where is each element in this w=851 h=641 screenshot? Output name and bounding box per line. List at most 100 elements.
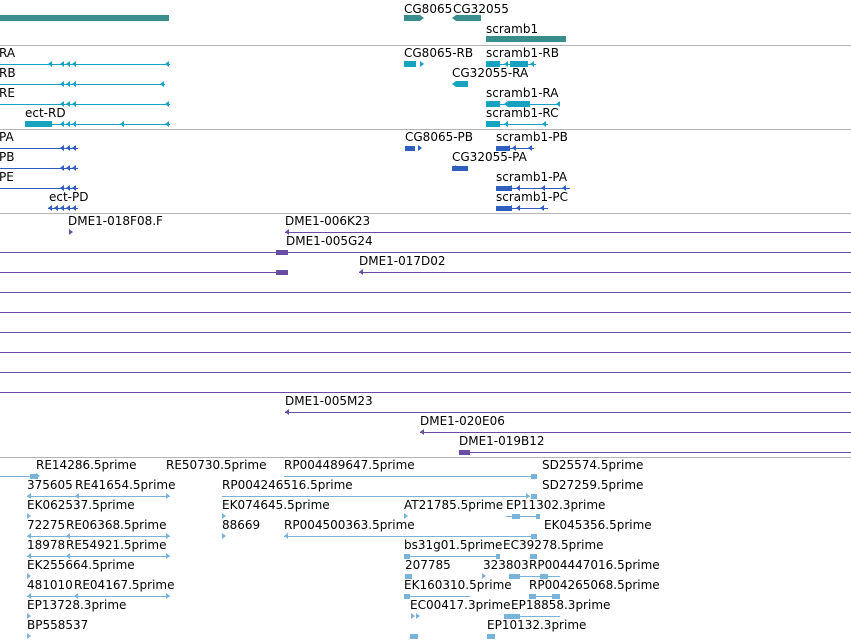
strand-arrow[interactable] [404,513,408,519]
strand-arrow[interactable] [72,205,76,211]
strand-arrow[interactable] [222,513,226,519]
est-label[interactable]: EK045356.5prime [544,518,652,532]
feature-block[interactable] [452,166,468,171]
strand-arrow[interactable] [72,145,76,151]
est-label[interactable]: RE54921.5prime [66,538,167,552]
clone-label[interactable]: DME1-017D02 [359,254,446,268]
strand-arrow[interactable] [452,165,456,171]
strand-arrow[interactable] [48,205,52,211]
est-label[interactable]: EK074645.5prime [222,498,330,512]
feature-block[interactable] [410,634,418,639]
strand-arrow[interactable] [66,145,70,151]
clone-label[interactable]: DME1-020E06 [420,414,505,428]
strand-arrow[interactable] [72,185,76,191]
strand-arrow[interactable] [165,61,169,67]
strand-arrow[interactable] [74,593,78,599]
transcript-label[interactable]: ect-RD [25,106,66,120]
feature-block[interactable] [486,36,566,42]
est-label[interactable]: SD25574.5prime [542,458,644,472]
strand-arrow[interactable] [66,81,70,87]
strand-arrow[interactable] [528,145,532,151]
feature-block[interactable] [405,574,412,579]
strand-arrow[interactable] [120,121,124,127]
strand-arrow[interactable] [27,633,31,639]
est-label[interactable]: SD27259.5prime [542,478,644,492]
feature-block[interactable] [456,81,468,87]
clone-label[interactable]: DME1-005M23 [285,394,373,408]
est-label[interactable]: EP18858.3prime [511,598,611,612]
transcript-label[interactable]: CG8065-RB [404,46,474,60]
strand-arrow[interactable] [420,429,424,435]
est-label[interactable]: RP004500363.5prime [284,518,415,532]
strand-arrow[interactable] [542,121,546,127]
feature-block[interactable] [276,250,288,255]
gene-label[interactable]: CG32055 [453,2,509,16]
strand-arrow[interactable] [540,205,544,211]
strand-arrow[interactable] [48,61,52,67]
gene-label[interactable]: CG8065 [404,2,453,16]
strand-arrow[interactable] [36,473,40,479]
feature-block[interactable] [404,15,420,21]
strand-arrow[interactable] [411,613,415,619]
strand-arrow[interactable] [66,165,70,171]
feature-block[interactable] [529,594,536,599]
est-label[interactable]: 207785 [405,558,451,572]
est-label[interactable]: RE41654.5prime [75,478,176,492]
gene-label[interactable]: scramb1 [486,22,539,36]
protein-label[interactable]: scramb1-PB [496,130,568,144]
feature-block[interactable] [531,474,537,479]
est-label[interactable]: EP13728.3prime [27,598,127,612]
strand-arrow[interactable] [420,61,424,67]
clone-label[interactable]: DME1-005G24 [286,234,373,248]
est-label[interactable]: RP004489647.5prime [284,458,415,472]
strand-arrow[interactable] [416,613,420,619]
strand-arrow[interactable] [27,573,31,579]
strand-arrow[interactable] [27,593,31,599]
strand-arrow[interactable] [222,533,226,539]
est-label[interactable]: 481010 [27,578,73,592]
protein-label[interactable]: PE [0,170,14,184]
strand-arrow[interactable] [27,613,31,619]
transcript-label[interactable]: scramb1-RC [486,106,559,120]
strand-arrow[interactable] [72,61,76,67]
strand-arrow[interactable] [562,185,566,191]
feature-block[interactable] [276,270,288,275]
strand-arrow[interactable] [60,205,64,211]
strand-arrow[interactable] [285,229,289,235]
protein-label[interactable]: scramb1-PA [496,170,568,184]
protein-label[interactable]: ect-PD [49,190,89,204]
est-label[interactable]: RE04167.5prime [74,578,175,592]
protein-label[interactable]: scramb1-PC [496,190,569,204]
strand-arrow[interactable] [27,513,31,519]
strand-arrow[interactable] [418,145,422,151]
strand-arrow[interactable] [27,493,31,499]
est-label[interactable]: RE14286.5prime [36,458,137,472]
feature-block[interactable] [487,634,495,639]
feature-block[interactable] [552,594,560,599]
est-label[interactable]: RP004265068.5prime [529,578,660,592]
strand-arrow[interactable] [285,409,289,415]
strand-arrow[interactable] [54,205,58,211]
transcript-label[interactable]: scramb1-RB [486,46,559,60]
feature-block[interactable] [0,15,169,21]
est-label[interactable]: EP10132.3prime [487,618,587,632]
protein-label[interactable]: CG8065-PB [405,130,474,144]
strand-arrow[interactable] [60,185,64,191]
est-label[interactable]: 72275 [27,518,66,532]
strand-arrow[interactable] [166,533,170,539]
est-label[interactable]: 88669 [222,518,261,532]
strand-arrow[interactable] [66,553,70,559]
strand-arrow[interactable] [165,101,169,107]
strand-arrow[interactable] [75,493,79,499]
strand-arrow[interactable] [66,61,70,67]
strand-arrow[interactable] [66,185,70,191]
strand-arrow[interactable] [66,205,70,211]
strand-arrow[interactable] [60,121,64,127]
feature-block[interactable] [531,534,537,539]
est-label[interactable]: EC00417.3prime [410,598,511,612]
strand-arrow[interactable] [530,61,534,67]
clone-label[interactable]: DME1-006K23 [285,214,371,228]
strand-arrow[interactable] [452,81,456,87]
est-label[interactable]: EC39278.5prime [503,538,604,552]
est-label[interactable]: EP11302.3prime [506,498,606,512]
